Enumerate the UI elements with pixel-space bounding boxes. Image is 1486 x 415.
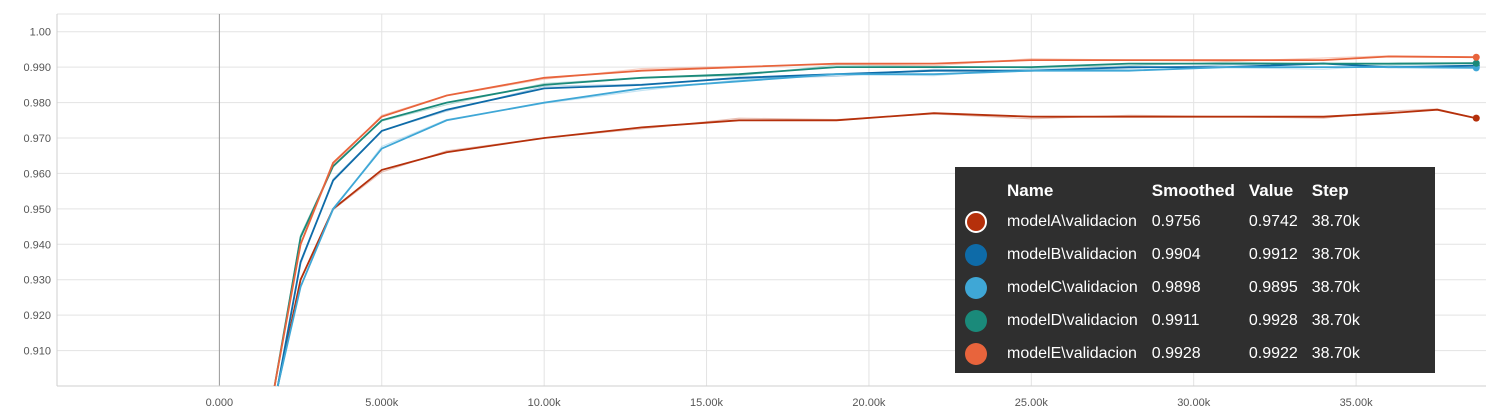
y-tick-label: 0.970	[23, 133, 51, 145]
tooltip-header-swatch	[965, 177, 1007, 205]
tooltip-swatch	[965, 304, 1007, 337]
tooltip-value: 0.9742	[1248, 212, 1298, 230]
tooltip-swatch	[965, 205, 1007, 238]
series-smoothed-line	[276, 62, 1477, 387]
tooltip-name: modelE\validacion	[1007, 344, 1137, 362]
tooltip-header-smoothed: Smoothed	[1151, 181, 1235, 200]
axes	[56, 14, 1486, 387]
tooltip-name: modelA\validacion	[1007, 212, 1137, 230]
y-tick-label: 0.990	[23, 62, 51, 74]
tooltip-name: modelC\validacion	[1007, 278, 1138, 296]
tooltip-smoothed: 0.9904	[1151, 245, 1201, 263]
tooltip-panel: Name Smoothed Value Step modelA\validaci…	[955, 167, 1435, 373]
tooltip-table: Name Smoothed Value Step modelA\validaci…	[965, 177, 1374, 370]
tooltip-header-name: Name	[1007, 181, 1054, 200]
y-tick-label: 0.950	[23, 204, 51, 216]
series-color-swatch	[965, 309, 987, 332]
tooltip-swatch	[965, 271, 1007, 304]
series-color-swatch	[965, 276, 987, 299]
series-smoothed-line	[276, 108, 1477, 387]
x-tick-label: 5.000k	[365, 397, 399, 409]
series-smoothed-line	[273, 55, 1477, 387]
tooltip-row: modelD\validacion 0.9911 0.9928 38.70k	[965, 304, 1374, 337]
tooltip-smoothed: 0.9928	[1151, 344, 1201, 362]
series-color-swatch	[965, 210, 987, 233]
y-tick-label: 1.00	[30, 27, 51, 39]
tooltip-rows: modelA\validacion 0.9756 0.9742 38.70k model…	[965, 205, 1374, 370]
tooltip-smoothed: 0.9756	[1151, 212, 1201, 230]
tooltip-name: modelB\validacion	[1007, 245, 1137, 263]
x-tick-label: 20.00k	[852, 397, 886, 409]
tooltip-step: 38.70k	[1311, 245, 1360, 263]
tooltip-swatch	[965, 238, 1007, 271]
y-tick-label: 0.960	[23, 168, 51, 180]
series-color-swatch	[965, 342, 987, 365]
tooltip-smoothed: 0.9911	[1151, 311, 1200, 329]
tooltip-step: 38.70k	[1311, 212, 1360, 230]
y-tick-label: 0.980	[23, 98, 51, 110]
x-tick-label: 35.00k	[1340, 397, 1374, 409]
tooltip-row: modelA\validacion 0.9756 0.9742 38.70k	[965, 205, 1374, 238]
tooltip-row: modelE\validacion 0.9928 0.9922 38.70k	[965, 337, 1374, 370]
tooltip-swatch	[965, 337, 1007, 370]
y-tick-label: 0.910	[23, 346, 51, 358]
series-end-point	[1472, 114, 1480, 122]
series-smoothed-line	[276, 66, 1477, 387]
y-tick-label: 0.920	[23, 310, 51, 322]
tooltip-value: 0.9922	[1248, 344, 1298, 362]
tooltip-row: modelC\validacion 0.9898 0.9895 38.70k	[965, 271, 1374, 304]
x-tick-label: 15.00k	[690, 397, 724, 409]
y-tick-label: 0.930	[23, 275, 51, 287]
tooltip-step: 38.70k	[1311, 344, 1360, 362]
tooltip-header-row: Name Smoothed Value Step	[965, 177, 1374, 205]
tooltip-header-step: Step	[1311, 181, 1349, 200]
series-color-swatch	[965, 243, 987, 266]
tooltip-step: 38.70k	[1311, 278, 1360, 296]
tooltip-smoothed: 0.9898	[1151, 278, 1201, 296]
series-end-point	[1472, 59, 1480, 67]
x-tick-label: 0.000	[206, 397, 234, 409]
tooltip-value: 0.9895	[1248, 278, 1298, 296]
tooltip-name: modelD\validacion	[1007, 311, 1138, 329]
series-end-point	[1472, 53, 1480, 61]
tooltip-value: 0.9912	[1248, 245, 1298, 263]
tooltip-value: 0.9928	[1248, 311, 1298, 329]
series-smoothed-line	[273, 62, 1477, 387]
series-lines	[273, 53, 1480, 387]
tooltip-header-value: Value	[1248, 181, 1294, 200]
tooltip-row: modelB\validacion 0.9904 0.9912 38.70k	[965, 238, 1374, 271]
tick-labels: 0.910 0.920 0.930 0.940 0.950 0.960 0.970 0.980…	[23, 27, 1373, 409]
y-tick-label: 0.940	[23, 239, 51, 251]
x-tick-label: 30.00k	[1177, 397, 1211, 409]
x-tick-label: 25.00k	[1015, 397, 1049, 409]
x-tick-label: 10.00k	[528, 397, 562, 409]
tooltip-step: 38.70k	[1311, 311, 1360, 329]
